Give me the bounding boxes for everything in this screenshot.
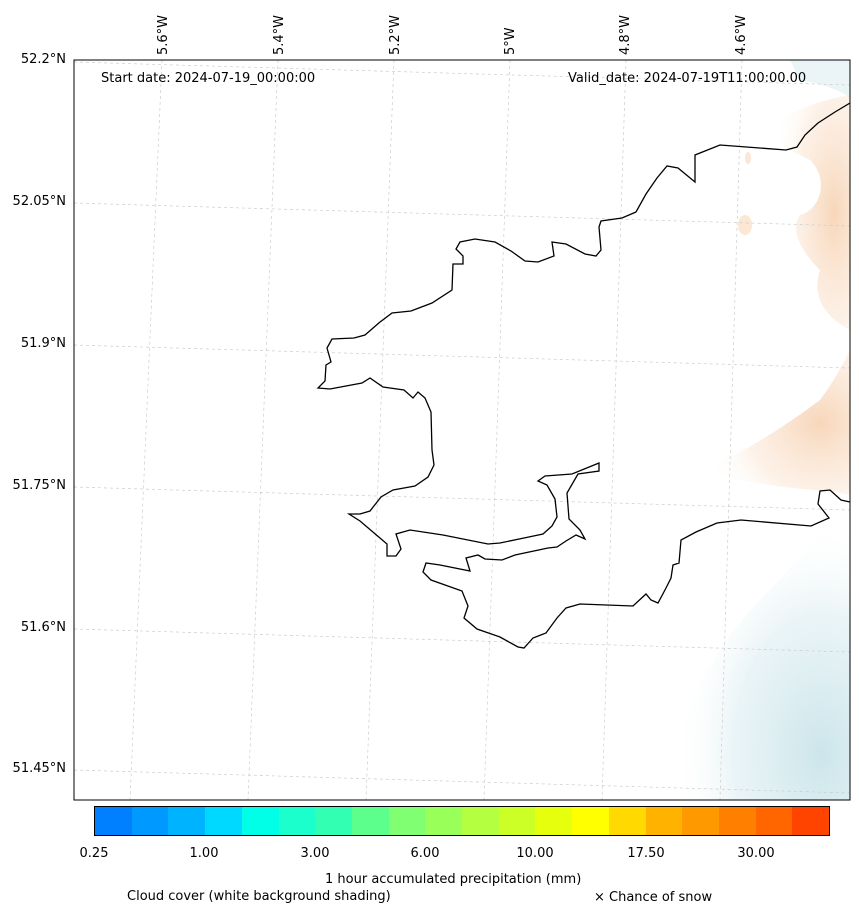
colorbar-swatch: [241, 807, 279, 835]
colorbar-tick-label: 3.00: [300, 846, 330, 861]
colorbar-tick-label: 1.00: [189, 846, 219, 861]
colorbar-swatch: [205, 807, 242, 835]
colorbar-swatch: [131, 807, 169, 835]
lat-label: 51.6°N: [20, 620, 66, 635]
colorbar-swatch: [682, 807, 719, 835]
valid-date-label: Valid_date: 2024-07-19T11:00:00.00: [568, 71, 807, 86]
lon-label: 4.6°W: [734, 14, 749, 55]
colorbar-swatch: [462, 807, 499, 835]
colorbar-swatch: [498, 807, 536, 835]
cloud-shading: [655, 490, 850, 800]
colorbar-swatch: [535, 807, 573, 835]
colorbar-tick-label: 17.50: [627, 846, 665, 861]
colorbar-swatch: [315, 807, 352, 835]
lat-label: 51.45°N: [12, 761, 66, 776]
colorbar-tick-label: 30.00: [737, 846, 775, 861]
colorbar-swatch: [645, 807, 683, 835]
lon-label: 4.8°W: [618, 14, 633, 55]
colorbar-tick-label: 0.25: [79, 846, 109, 861]
colorbar-swatch: [388, 807, 426, 835]
colorbar-swatch: [425, 807, 463, 835]
colorbar-tick-label: 10.00: [516, 846, 554, 861]
colorbar-swatch: [755, 807, 793, 835]
lat-label: 52.2°N: [20, 52, 66, 67]
orange-blob: [738, 215, 752, 235]
orange-shading-upper: [770, 95, 850, 330]
lon-label: 5.4°W: [272, 14, 287, 55]
orange-blob: [745, 152, 751, 164]
snow-legend: × Chance of snow: [594, 890, 713, 905]
lat-label: 51.9°N: [20, 336, 66, 351]
colorbar-swatch: [278, 807, 316, 835]
orange-shading-mid: [700, 350, 850, 495]
cloud-cover-legend: Cloud cover (white background shading): [127, 889, 391, 904]
lat-label: 52.05°N: [12, 194, 66, 209]
colorbar-swatch: [718, 807, 756, 835]
colorbar-swatch: [95, 807, 132, 835]
lon-label: 5.6°W: [156, 14, 171, 55]
start-date-label: Start date: 2024-07-19_00:00:00: [101, 71, 316, 86]
colorbar-tick-label: 6.00: [410, 846, 440, 861]
cloud-shading-top: [790, 60, 850, 100]
lon-label: 5°W: [503, 27, 518, 55]
colorbar-swatch: [168, 807, 206, 835]
coastline: [316, 102, 850, 649]
colorbar-swatch: [572, 807, 609, 835]
precip-colorbar: [94, 806, 830, 836]
colorbar-swatch: [608, 807, 646, 835]
colorbar-title: 1 hour accumulated precipitation (mm): [325, 872, 582, 887]
map-frame: [73, 59, 851, 801]
lon-label: 5.2°W: [388, 14, 403, 55]
colorbar-swatch: [351, 807, 389, 835]
lat-label: 51.75°N: [12, 478, 66, 493]
colorbar-swatch: [792, 807, 830, 835]
